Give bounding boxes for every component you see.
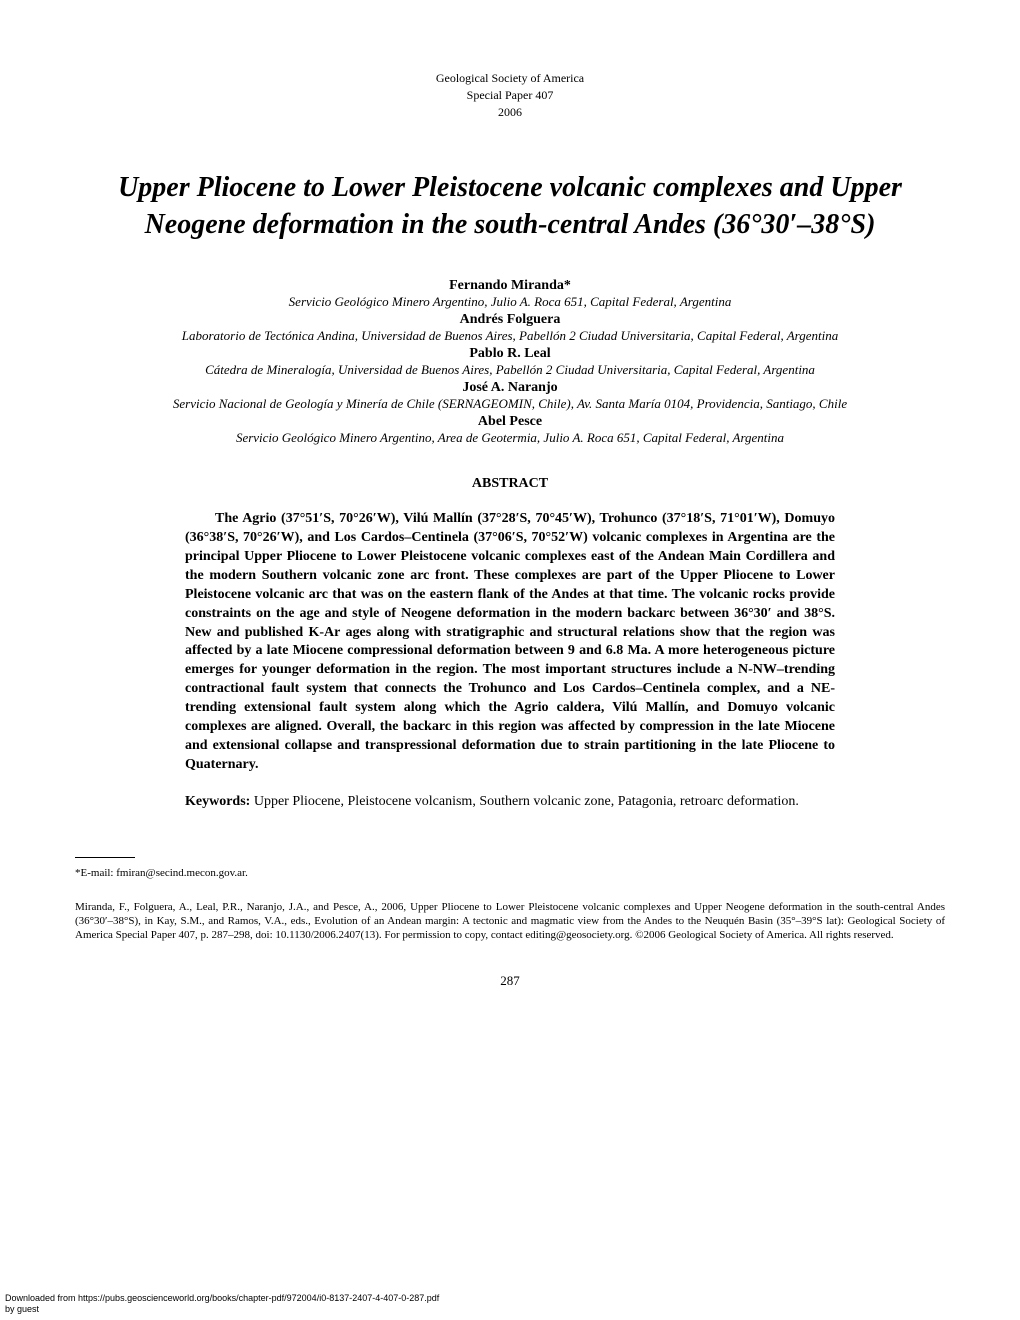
author-affiliation: Servicio Geológico Minero Argentino, Jul… [75,294,945,310]
download-note: Downloaded from https://pubs.geosciencew… [5,1293,439,1315]
keywords-block: Keywords: Upper Pliocene, Pleistocene vo… [75,793,945,812]
footnote-divider [75,857,135,858]
publication-header: Geological Society of America Special Pa… [75,70,945,120]
footnote-email: *E-mail: fmiran@secind.mecon.gov.ar. [75,866,945,880]
download-user: by guest [5,1304,439,1315]
page-number: 287 [75,973,945,989]
author-affiliation: Cátedra de Mineralogía, Universidad de B… [75,362,945,378]
abstract-heading: ABSTRACT [75,476,945,492]
author-name: José A. Naranjo [75,380,945,396]
author-name: Fernando Miranda* [75,278,945,294]
abstract-body: The Agrio (37°51′S, 70°26′W), Vilú Mallí… [75,510,945,774]
citation-block: Miranda, F., Folguera, A., Leal, P.R., N… [75,900,945,943]
society-name: Geological Society of America [75,70,945,87]
keywords-label: Keywords: [185,794,250,809]
author-name: Pablo R. Leal [75,346,945,362]
authors-block: Fernando Miranda* Servicio Geológico Min… [75,278,945,446]
publication-year: 2006 [75,104,945,121]
paper-title: Upper Pliocene to Lower Pleistocene volc… [75,170,945,243]
download-url: Downloaded from https://pubs.geosciencew… [5,1293,439,1304]
author-name: Abel Pesce [75,414,945,430]
author-affiliation: Laboratorio de Tectónica Andina, Univers… [75,328,945,344]
author-name: Andrés Folguera [75,312,945,328]
paper-series: Special Paper 407 [75,87,945,104]
author-affiliation: Servicio Geológico Minero Argentino, Are… [75,430,945,446]
keywords-text: Upper Pliocene, Pleistocene volcanism, S… [250,794,799,809]
author-affiliation: Servicio Nacional de Geología y Minería … [75,396,945,412]
